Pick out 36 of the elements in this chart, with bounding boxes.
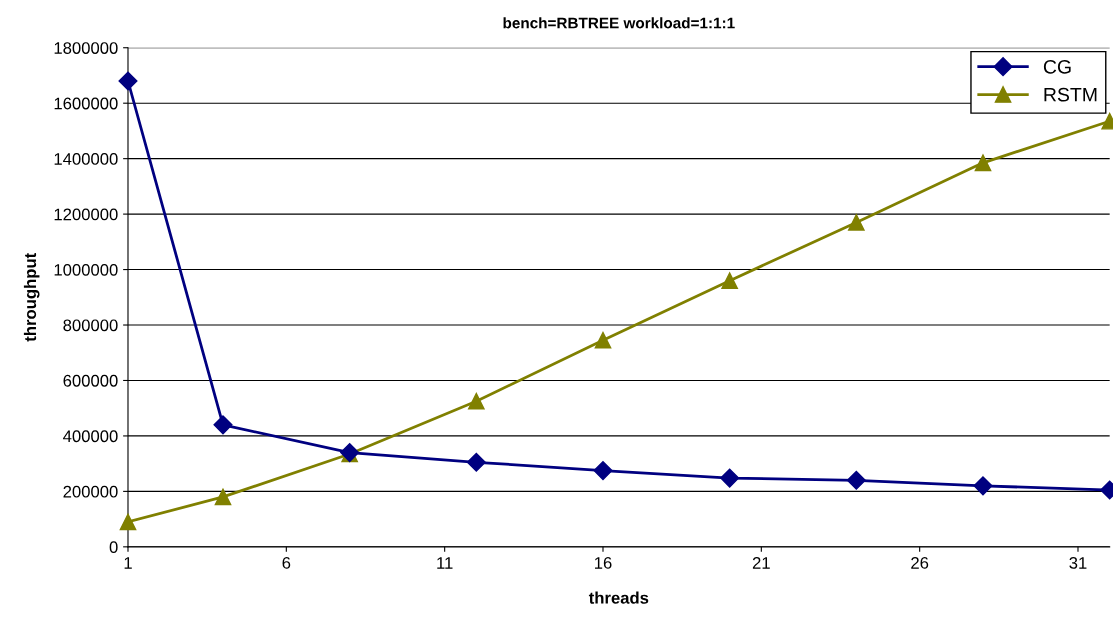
x-axis-title: threads — [588, 591, 649, 604]
x-tick-label: 1 — [124, 557, 132, 569]
x-tick-label: 16 — [595, 557, 612, 569]
point — [846, 470, 866, 490]
y-tick-label: 1400000 — [54, 153, 118, 165]
y-tick-label: 1200000 — [54, 208, 118, 221]
y-axis-title: throughput — [23, 253, 40, 342]
point — [721, 272, 738, 289]
point — [847, 214, 865, 231]
point — [466, 452, 486, 472]
point — [214, 488, 232, 506]
point — [119, 513, 137, 531]
legend-label: CG — [1043, 59, 1071, 74]
y-tick-label: 1000000 — [54, 263, 118, 276]
point — [593, 461, 613, 481]
point — [974, 154, 992, 172]
point — [118, 71, 138, 91]
y-tick-label: 0 — [109, 541, 118, 554]
x-tick-label: 31 — [1069, 557, 1087, 569]
point — [973, 476, 993, 496]
point — [467, 392, 485, 410]
chart-title: bench=RBTREE workload=1:1:1 — [503, 17, 735, 29]
x-tick-label: 26 — [911, 557, 929, 569]
y-tick-label: 1600000 — [54, 97, 118, 110]
y-tick-label: 800000 — [63, 319, 118, 332]
legend-label: RSTM — [1044, 87, 1097, 102]
point — [594, 331, 612, 349]
x-tick-label: 21 — [752, 557, 770, 569]
point — [720, 468, 740, 488]
y-tick-label: 400000 — [63, 430, 118, 443]
y-tick-label: 600000 — [63, 374, 118, 387]
x-tick-label: 6 — [282, 557, 291, 569]
y-tick-label: 1800000 — [54, 42, 118, 54]
x-tick-label: 11 — [437, 557, 453, 569]
point — [213, 415, 233, 435]
y-tick-label: 200000 — [63, 485, 118, 498]
